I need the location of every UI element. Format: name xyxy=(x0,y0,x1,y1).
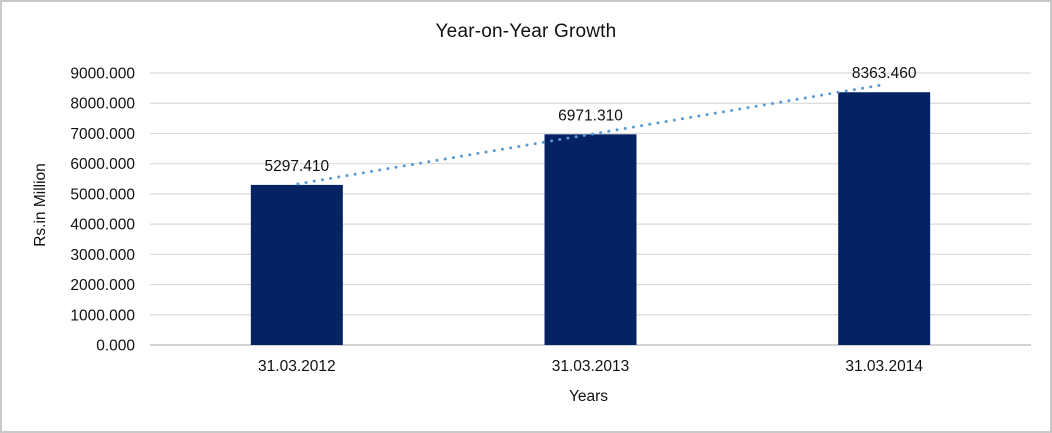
y-axis-tick-label: 5000.000 xyxy=(70,186,135,203)
y-axis-tick-label: 8000.000 xyxy=(70,96,135,113)
x-axis-tick-label: 31.03.2014 xyxy=(845,358,923,375)
bar-31.03.2013[interactable] xyxy=(544,134,637,345)
chart-title: Year-on-Year Growth xyxy=(435,21,617,42)
y-axis-tick-label: 0.000 xyxy=(96,338,135,355)
x-axis-tick-label: 31.03.2013 xyxy=(552,358,630,375)
bar-31.03.2014[interactable] xyxy=(838,92,931,345)
bar-31.03.2012[interactable] xyxy=(250,184,343,345)
bar-value-label: 6971.310 xyxy=(558,107,623,124)
y-axis-tick-label: 6000.000 xyxy=(70,156,135,173)
y-axis-tick-label: 1000.000 xyxy=(70,307,135,324)
y-axis-tick-label: 7000.000 xyxy=(70,126,135,143)
y-axis-tick-label: 9000.000 xyxy=(70,66,135,83)
x-axis-tick-label: 31.03.2012 xyxy=(258,358,336,375)
bar-value-label: 5297.410 xyxy=(265,158,330,175)
y-axis-tick-label: 2000.000 xyxy=(70,277,135,294)
trendline[interactable] xyxy=(296,83,882,186)
y-axis-tick-label: 3000.000 xyxy=(70,247,135,264)
x-axis-title: Years xyxy=(568,388,609,405)
bar-value-label: 8363.460 xyxy=(852,65,917,82)
y-axis-tick-label: 4000.000 xyxy=(70,217,135,234)
